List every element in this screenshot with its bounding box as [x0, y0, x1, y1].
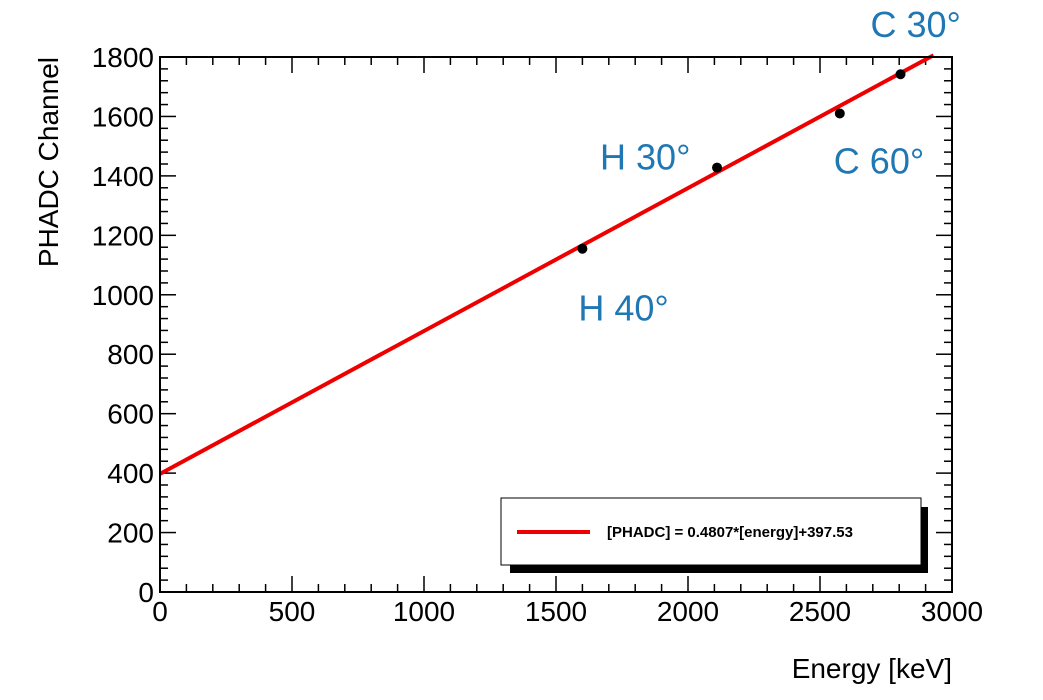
y-tick-label: 1800 — [92, 42, 154, 73]
x-tick-label: 2000 — [657, 596, 719, 627]
y-tick-label: 1000 — [92, 280, 154, 311]
data-points — [577, 69, 906, 254]
point-label: H 40° — [578, 288, 668, 329]
point-label: C 30° — [871, 4, 961, 45]
y-tick-label: 1200 — [92, 220, 154, 251]
y-tick-label: 600 — [107, 399, 154, 430]
y-tick-label: 0 — [138, 577, 154, 608]
data-point — [895, 69, 906, 80]
legend-label: [PHADC] = 0.4807*[energy]+397.53 — [607, 524, 853, 541]
x-tick-label: 500 — [269, 596, 316, 627]
x-axis-title: Energy [keV] — [792, 653, 952, 684]
data-point — [577, 243, 588, 254]
legend: [PHADC] = 0.4807*[energy]+397.53 — [500, 497, 928, 573]
x-tick-label: 2500 — [789, 596, 851, 627]
plot-frame — [159, 56, 953, 593]
fit-line — [159, 53, 935, 476]
y-tick-label: 400 — [107, 458, 154, 489]
data-point — [834, 108, 845, 119]
y-tick-label: 1400 — [92, 161, 154, 192]
y-tick-label: 1600 — [92, 101, 154, 132]
x-tick-label: 1500 — [525, 596, 587, 627]
y-tick-label: 200 — [107, 518, 154, 549]
x-tick-label: 3000 — [921, 596, 983, 627]
point-label: H 30° — [600, 137, 690, 178]
axis-ticks — [159, 56, 953, 593]
point-label: C 60° — [834, 140, 924, 181]
data-point — [712, 162, 723, 173]
tick-labels: 0 500 1000 1500 2000 2500 3000 0 200 400 600 800 100… — [92, 42, 983, 627]
point-annotations: H 40° H 30° C 60° C 30° — [578, 4, 961, 328]
x-tick-label: 1000 — [393, 596, 455, 627]
y-tick-label: 800 — [107, 339, 154, 370]
x-tick-label: 0 — [152, 596, 168, 627]
y-axis-title: PHADC Channel — [33, 57, 64, 267]
